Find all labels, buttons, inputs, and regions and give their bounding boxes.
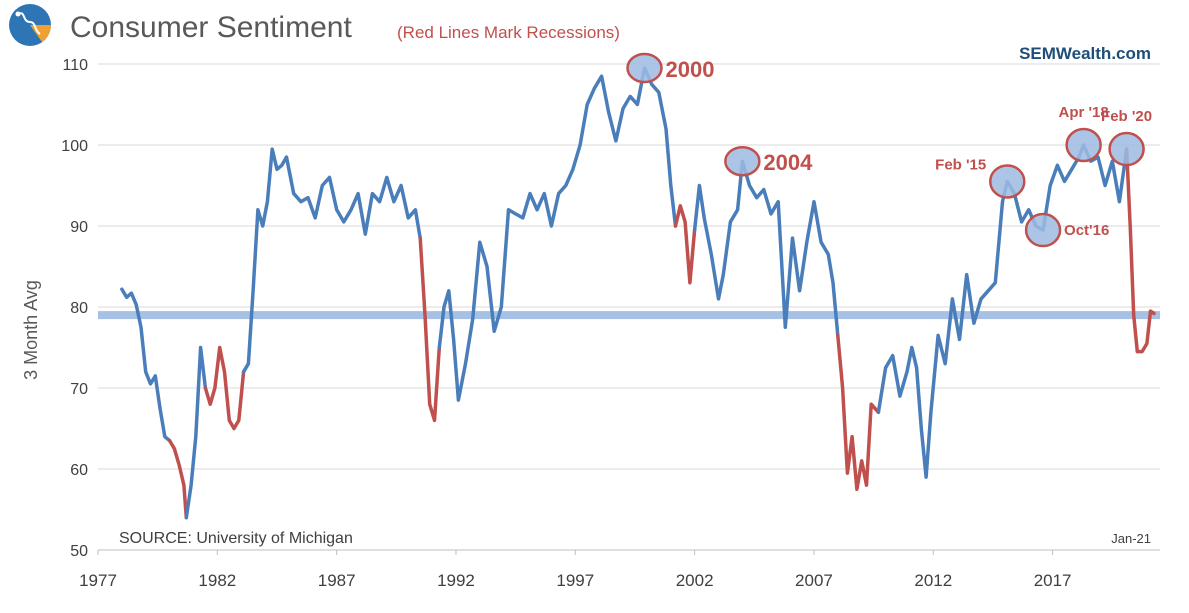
recession-segment xyxy=(203,345,246,431)
x-tick-label: 1997 xyxy=(556,571,594,590)
x-tick-label: 2012 xyxy=(914,571,952,590)
chart-title: Consumer Sentiment xyxy=(70,11,352,44)
chart-subtitle: (Red Lines Mark Recessions) xyxy=(397,23,620,42)
y-tick-label: 80 xyxy=(70,300,88,317)
annotation-label: Feb '15 xyxy=(935,156,986,173)
expansion-segment xyxy=(241,147,422,374)
annotation-label: Oct'16 xyxy=(1064,222,1109,239)
recession-segment xyxy=(418,236,442,423)
expansion-segment xyxy=(184,345,208,520)
y-axis-label: 3 Month Avg xyxy=(21,280,41,380)
x-tick-label: 1987 xyxy=(318,571,356,590)
x-tick-label: 1992 xyxy=(437,571,475,590)
semwealth-logo-icon xyxy=(9,4,51,46)
y-tick-label: 100 xyxy=(61,138,88,155)
x-tick-label: 1977 xyxy=(79,571,117,590)
reference-line xyxy=(98,311,1160,320)
gridlines xyxy=(98,63,1160,470)
recession-segment xyxy=(673,204,697,285)
annotation-label: 2004 xyxy=(763,150,813,175)
annotation-circle xyxy=(1024,212,1062,248)
annotation-label: Feb '20 xyxy=(1101,108,1152,125)
x-tick-label: 2007 xyxy=(795,571,833,590)
recession-segment xyxy=(836,333,881,492)
date-label: Jan-21 xyxy=(1111,531,1151,546)
x-tick-label: 1982 xyxy=(198,571,236,590)
recession-segment xyxy=(1124,147,1156,354)
x-axis-ticks: 1977 1982 1987 1992 1997 2002 2007 2012 2017 xyxy=(79,550,1072,590)
expansion-segment xyxy=(692,159,840,338)
y-axis-ticks: 50 60 70 80 90 100 110 xyxy=(61,57,88,560)
annotation-circle xyxy=(1108,131,1145,167)
annotation-circle xyxy=(724,145,761,177)
annotation-circle xyxy=(626,52,663,84)
y-tick-label: 90 xyxy=(70,219,88,236)
y-tick-label: 60 xyxy=(70,462,88,479)
expansion-segment xyxy=(437,66,678,402)
source-note: SOURCE: University of Michigan xyxy=(119,530,353,547)
recession-segment xyxy=(167,438,189,520)
sentiment-series xyxy=(120,66,1156,520)
y-tick-label: 70 xyxy=(70,381,88,398)
annotation-label: 2000 xyxy=(666,57,715,82)
y-tick-label: 50 xyxy=(70,543,88,560)
annotation-circle xyxy=(1065,127,1102,163)
x-tick-label: 2002 xyxy=(676,571,714,590)
x-tick-label: 2017 xyxy=(1034,571,1072,590)
brand-label: SEMWealth.com xyxy=(1019,44,1151,63)
y-tick-label: 110 xyxy=(62,57,88,74)
annotation-circle xyxy=(989,164,1026,199)
expansion-segment xyxy=(120,287,172,443)
annotation-label: Apr '18 xyxy=(1058,104,1108,121)
